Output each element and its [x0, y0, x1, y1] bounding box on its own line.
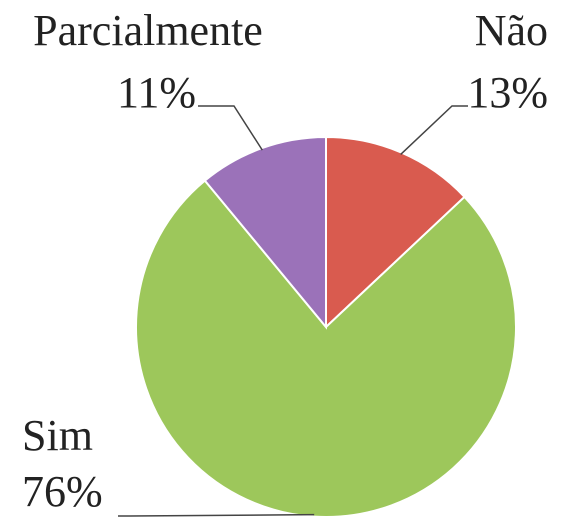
leader-line	[198, 105, 263, 151]
leader-line	[118, 513, 315, 517]
slice-label: Sim	[22, 411, 93, 460]
slice-label: Não	[475, 6, 548, 55]
pie-slice	[325, 135, 466, 330]
slice-value-label: 11%	[117, 68, 196, 117]
leader-line	[400, 105, 468, 156]
slice-value-label: 76%	[22, 467, 103, 516]
slice-label: Parcialmente	[33, 6, 263, 55]
pie-slice	[135, 179, 517, 518]
slice-value-label: 13%	[467, 68, 548, 117]
